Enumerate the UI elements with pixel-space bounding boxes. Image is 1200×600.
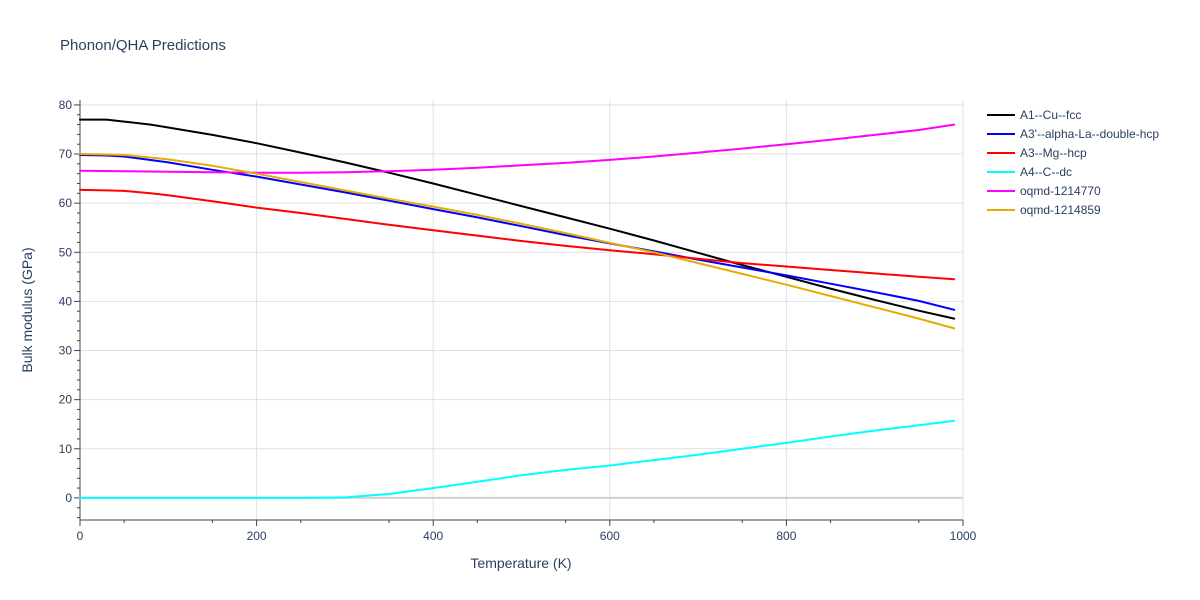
y-axis-ticks: 0 10 20 30 40 50 60 70 80 [59, 98, 80, 519]
y-tick-label: 70 [59, 147, 73, 161]
legend-label: A1--Cu--fcc [1020, 108, 1081, 122]
legend-item-0[interactable]: A1--Cu--fcc [987, 108, 1081, 122]
legend-label: oqmd-1214770 [1020, 184, 1101, 198]
x-tick-label: 1000 [950, 529, 977, 543]
series-lines [79, 118, 956, 499]
y-tick-label: 60 [59, 196, 73, 210]
y-tick-label: 0 [65, 491, 72, 505]
series-line-0 [79, 118, 956, 320]
legend-item-3[interactable]: A4--C--dc [987, 165, 1072, 179]
y-tick-label: 80 [59, 98, 73, 112]
x-tick-label: 800 [776, 529, 796, 543]
x-tick-label: 200 [247, 529, 267, 543]
x-tick-label: 400 [423, 529, 443, 543]
legend-label: A4--C--dc [1020, 165, 1072, 179]
legend-item-5[interactable]: oqmd-1214859 [987, 203, 1101, 217]
y-tick-label: 40 [59, 294, 73, 308]
x-tick-label: 0 [77, 529, 84, 543]
legend-label: A3--Mg--hcp [1020, 146, 1087, 160]
chart-title: Phonon/QHA Predictions [60, 37, 226, 54]
series-line-1 [79, 154, 956, 311]
y-tick-label: 20 [59, 393, 73, 407]
y-tick-label: 10 [59, 442, 73, 456]
legend-item-4[interactable]: oqmd-1214770 [987, 184, 1101, 198]
y-tick-label: 30 [59, 344, 73, 358]
series-line-5 [79, 153, 956, 330]
y-axis-title: Bulk modulus (GPa) [19, 247, 35, 372]
y-tick-label: 50 [59, 245, 73, 259]
legend[interactable]: A1--Cu--fcc A3'--alpha-La--double-hcp A3--… [987, 108, 1159, 217]
x-tick-label: 600 [600, 529, 620, 543]
legend-item-2[interactable]: A3--Mg--hcp [987, 146, 1087, 160]
x-axis-ticks: 0 200 400 600 800 1000 [77, 520, 977, 543]
legend-label: A3'--alpha-La--double-hcp [1020, 127, 1159, 141]
legend-item-1[interactable]: A3'--alpha-La--double-hcp [987, 127, 1159, 141]
x-axis-title: Temperature (K) [470, 555, 571, 571]
series-line-3 [79, 419, 956, 499]
axes [79, 100, 963, 521]
series-line-2 [79, 188, 956, 281]
gridlines [80, 100, 964, 520]
series-line-4 [79, 123, 956, 174]
legend-label: oqmd-1214859 [1020, 203, 1101, 217]
